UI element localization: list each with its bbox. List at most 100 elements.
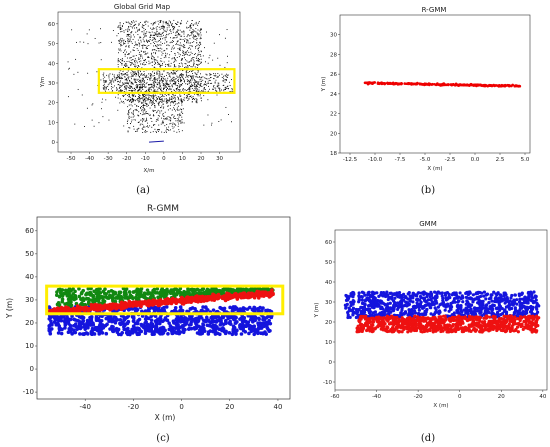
grid-cell bbox=[173, 66, 175, 67]
cluster-point-red bbox=[244, 295, 248, 299]
grid-cell bbox=[143, 71, 145, 72]
grid-cell bbox=[197, 29, 199, 31]
grid-cell bbox=[177, 44, 179, 46]
cluster-point-blue bbox=[126, 308, 131, 312]
grid-cell bbox=[143, 96, 145, 98]
grid-cell bbox=[140, 37, 142, 38]
grid-cell bbox=[105, 81, 107, 83]
grid-cell bbox=[186, 41, 188, 43]
grid-cell bbox=[171, 23, 173, 25]
grid-cell bbox=[180, 62, 182, 64]
grid-cell bbox=[102, 75, 104, 77]
grid-cell bbox=[120, 50, 122, 52]
grid-cell bbox=[129, 97, 131, 99]
cluster-point-blue bbox=[135, 320, 140, 325]
grid-cell bbox=[174, 94, 176, 96]
grid-cell bbox=[171, 58, 173, 60]
grid-cell bbox=[129, 90, 131, 91]
grid-cell bbox=[167, 93, 169, 95]
grid-cell bbox=[133, 78, 135, 80]
grid-cell bbox=[108, 77, 110, 79]
grid-cell bbox=[127, 82, 129, 84]
grid-cell bbox=[165, 83, 167, 85]
cluster-point-green bbox=[175, 290, 179, 295]
grid-cell bbox=[153, 89, 155, 91]
grid-cell bbox=[127, 31, 129, 33]
grid-cell bbox=[164, 82, 166, 84]
grid-cell bbox=[124, 55, 126, 57]
grid-cell bbox=[157, 119, 159, 121]
panel-a-x-label: X/m bbox=[144, 168, 155, 174]
grid-cell bbox=[191, 53, 193, 54]
grid-cell bbox=[165, 80, 167, 82]
grid-cell bbox=[198, 61, 200, 62]
grid-cell bbox=[144, 77, 146, 78]
cluster-point-blue bbox=[110, 317, 115, 322]
grid-cell bbox=[127, 21, 129, 23]
grid-cell bbox=[159, 74, 161, 76]
grid-cell bbox=[151, 58, 152, 60]
cluster-point-blue bbox=[158, 321, 162, 326]
grid-cell bbox=[172, 102, 174, 104]
grid-cell bbox=[151, 102, 153, 104]
grid-cell bbox=[109, 82, 111, 84]
grid-cell bbox=[93, 125, 95, 127]
grid-cell bbox=[141, 79, 143, 81]
grid-cell bbox=[175, 84, 177, 86]
grid-cell bbox=[142, 121, 144, 123]
grid-cell bbox=[148, 45, 150, 46]
grid-cell bbox=[152, 22, 154, 24]
grid-cell bbox=[190, 85, 192, 87]
cluster-point-red bbox=[139, 301, 143, 305]
grid-cell bbox=[77, 88, 79, 90]
panel-a-y-label: Y/m bbox=[40, 77, 46, 89]
grid-cell bbox=[188, 97, 190, 99]
grid-cell bbox=[141, 26, 143, 28]
grid-cell bbox=[186, 79, 188, 81]
grid-cell bbox=[149, 74, 151, 76]
grid-cell bbox=[180, 75, 182, 77]
cluster-point-red bbox=[175, 299, 179, 304]
grid-cell bbox=[128, 36, 130, 38]
grid-cell bbox=[185, 53, 187, 55]
grid-cell bbox=[113, 81, 115, 83]
grid-cell bbox=[149, 77, 151, 79]
grid-cell bbox=[195, 35, 197, 37]
grid-cell bbox=[158, 115, 160, 117]
grid-cell bbox=[174, 82, 176, 84]
grid-cell bbox=[144, 84, 146, 86]
grid-cell bbox=[128, 109, 130, 111]
grid-cell bbox=[163, 61, 165, 63]
grid-cell bbox=[224, 37, 226, 39]
grid-cell bbox=[171, 95, 172, 97]
grid-cell bbox=[169, 123, 171, 125]
y-tick-label: 30 bbox=[48, 81, 55, 87]
grid-cell bbox=[121, 78, 123, 80]
grid-cell bbox=[160, 88, 161, 90]
grid-cell bbox=[132, 111, 134, 113]
cluster-point-green bbox=[89, 286, 93, 291]
grid-cell bbox=[181, 122, 183, 124]
grid-cell bbox=[127, 70, 129, 72]
grid-cell bbox=[138, 23, 140, 25]
grid-cell bbox=[189, 76, 191, 78]
grid-cell bbox=[149, 39, 151, 41]
grid-cell bbox=[166, 79, 168, 81]
grid-cell bbox=[155, 38, 157, 40]
grid-cell bbox=[136, 109, 138, 111]
grid-cell bbox=[134, 24, 136, 26]
grid-cell bbox=[177, 40, 179, 42]
grid-cell bbox=[124, 86, 126, 88]
grid-cell bbox=[154, 78, 156, 80]
grid-cell bbox=[198, 21, 200, 23]
cluster-point-blue bbox=[175, 330, 180, 335]
grid-cell bbox=[116, 79, 118, 81]
grid-cell bbox=[131, 105, 133, 107]
grid-cell bbox=[196, 88, 198, 90]
grid-cell bbox=[135, 89, 136, 90]
grid-cell bbox=[205, 73, 207, 75]
grid-cell bbox=[195, 101, 197, 103]
grid-cell bbox=[201, 90, 203, 92]
grid-cell bbox=[88, 29, 90, 31]
